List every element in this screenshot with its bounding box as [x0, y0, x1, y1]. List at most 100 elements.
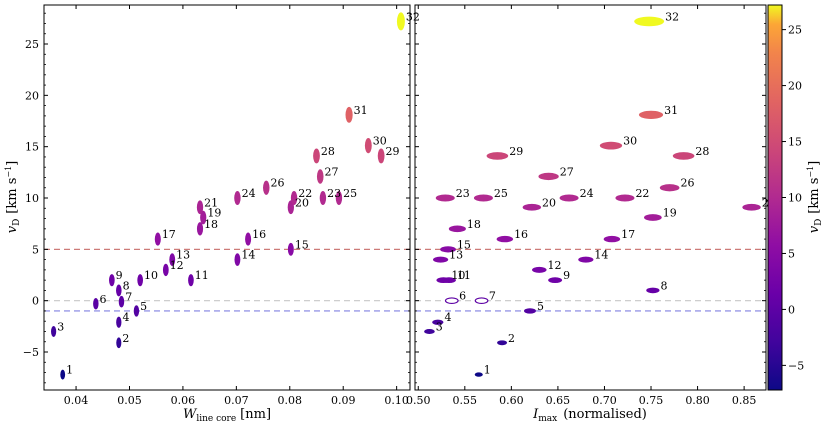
right-x-tick-label-3: 0.65 — [546, 394, 571, 407]
right-point-17 — [603, 235, 621, 243]
left-point-label-31: 31 — [354, 104, 368, 117]
left-x-tick-label-3: 0.07 — [224, 394, 249, 407]
left-point-31 — [345, 106, 353, 123]
right-point-label-15: 15 — [457, 238, 471, 251]
left-point-label-23: 23 — [327, 187, 341, 200]
right-x-tick-label-0: 0.50 — [406, 394, 431, 407]
left-x-tick-label-1: 0.05 — [117, 394, 142, 407]
colorbar-gradient — [767, 4, 783, 391]
right-point-7 — [474, 297, 489, 305]
colorbar-tick-label-3: 10 — [788, 192, 802, 205]
right-x-tick-label-7: 0.85 — [732, 394, 757, 407]
right-point-label-29: 29 — [509, 145, 523, 158]
left-point-label-26: 26 — [271, 177, 285, 190]
left-point-11 — [188, 274, 194, 287]
right-point-1 — [474, 372, 483, 377]
left-point-28 — [313, 148, 320, 164]
right-point-5 — [524, 308, 536, 314]
left-point-label-15: 15 — [295, 238, 309, 251]
right-point-11 — [442, 277, 456, 284]
right-point-14 — [578, 256, 594, 263]
right-point-2 — [497, 340, 508, 346]
right-point-label-6: 6 — [459, 290, 466, 303]
left-point-label-22: 22 — [298, 187, 312, 200]
left-point-25 — [335, 191, 343, 206]
left-x-tick-label-0: 0.04 — [64, 394, 89, 407]
left-point-9 — [109, 274, 115, 287]
colorbar-tick-label-1: 0 — [788, 303, 795, 316]
left-point-13 — [169, 253, 176, 266]
right-point-label-5: 5 — [537, 300, 544, 313]
colorbar-tick-label-4: 15 — [788, 136, 802, 149]
right-point-label-24: 24 — [580, 187, 594, 200]
right-x-axis-label: Imax (normalised) — [532, 407, 647, 424]
left-point-label-11: 11 — [195, 269, 209, 282]
left-point-17 — [154, 232, 161, 246]
left-point-label-12: 12 — [170, 259, 184, 272]
left-point-label-27: 27 — [325, 165, 339, 178]
right-point-27 — [538, 172, 559, 181]
right-point-label-31: 31 — [664, 104, 678, 117]
left-plot-frame — [43, 4, 411, 391]
left-point-label-6: 6 — [100, 293, 107, 306]
left-x-tick-label-4: 0.08 — [278, 394, 303, 407]
left-point-5 — [133, 305, 140, 317]
right-point-6 — [444, 297, 459, 305]
left-y-tick-label-5: 20 — [25, 89, 39, 102]
right-point-label-13: 13 — [449, 249, 463, 262]
left-point-label-25: 25 — [343, 187, 357, 200]
left-y-tick-label-2: 5 — [32, 243, 39, 256]
right-point-label-14: 14 — [594, 249, 608, 262]
left-point-23 — [319, 191, 327, 206]
right-point-24 — [559, 194, 579, 202]
left-point-label-7: 7 — [125, 291, 132, 304]
right-point-9 — [548, 277, 563, 284]
right-point-label-27: 27 — [560, 165, 574, 178]
right-point-label-19: 19 — [663, 207, 677, 220]
left-point-label-13: 13 — [176, 249, 190, 262]
right-point-label-23: 23 — [456, 187, 470, 200]
right-point-28 — [672, 152, 695, 160]
left-point-22 — [290, 191, 298, 206]
left-point-label-10: 10 — [144, 269, 158, 282]
left-x-tick-label-5: 0.09 — [331, 394, 356, 407]
right-point-label-4: 4 — [444, 311, 451, 324]
left-point-label-21: 21 — [204, 196, 218, 209]
colorbar-label: vD[km s−1] — [806, 161, 824, 234]
right-x-tick-label-1: 0.55 — [453, 394, 478, 407]
right-point-label-9: 9 — [563, 269, 570, 282]
left-point-18 — [196, 222, 204, 236]
left-point-label-9: 9 — [116, 269, 123, 282]
right-point-8 — [646, 287, 660, 294]
left-point-8 — [116, 284, 122, 297]
right-point-20 — [522, 203, 542, 211]
left-x-tick-label-2: 0.06 — [171, 394, 196, 407]
left-x-tick-label-6: 0.10 — [384, 394, 409, 407]
right-point-label-25: 25 — [494, 187, 508, 200]
left-point-label-2: 2 — [122, 332, 129, 345]
left-point-10 — [137, 274, 144, 287]
right-point-21 — [742, 203, 761, 211]
right-plot-frame — [414, 4, 767, 391]
right-point-label-3: 3 — [436, 320, 443, 333]
right-point-4 — [432, 319, 444, 325]
left-point-16 — [245, 232, 252, 246]
left-point-label-32: 32 — [406, 10, 420, 23]
right-point-15 — [440, 246, 456, 253]
left-point-6 — [93, 297, 99, 310]
right-point-32 — [634, 16, 665, 27]
right-point-23 — [435, 194, 455, 202]
left-point-7 — [118, 295, 125, 308]
colorbar-tick-label-0: −5 — [788, 359, 804, 372]
right-point-31 — [638, 110, 664, 119]
right-point-16 — [496, 235, 514, 243]
colorbar: −5 0 5 10 15 20 25 — [767, 4, 804, 391]
left-point-label-20: 20 — [295, 196, 309, 209]
right-x-tick-label-2: 0.60 — [499, 394, 524, 407]
right-point-label-28: 28 — [695, 145, 709, 158]
left-point-2 — [116, 337, 122, 349]
right-point-22 — [615, 194, 635, 202]
colorbar-tick-label-5: 20 — [788, 80, 802, 93]
left-point-label-17: 17 — [162, 228, 176, 241]
